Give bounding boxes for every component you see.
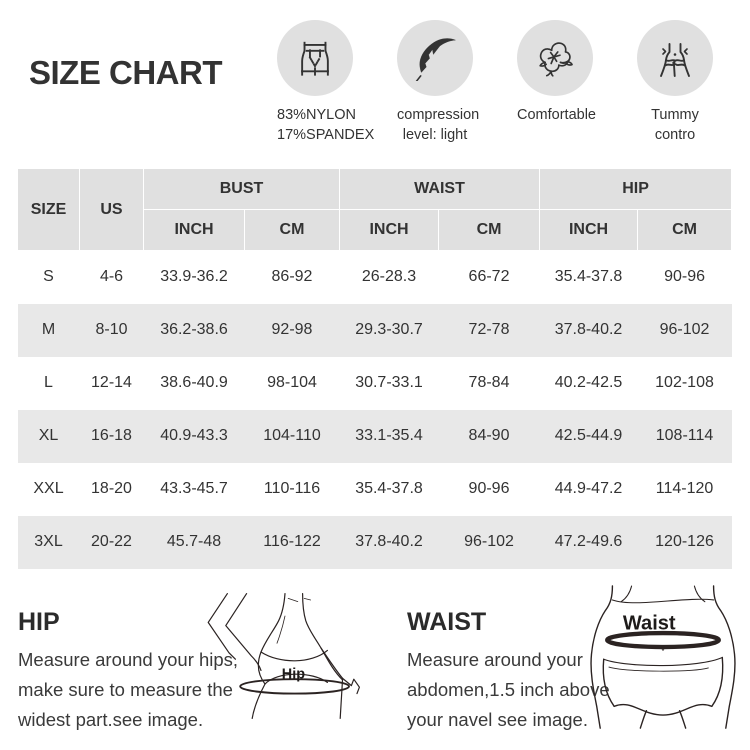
svg-text:Hip: Hip: [282, 666, 305, 682]
svg-text:Waist: Waist: [623, 613, 676, 635]
